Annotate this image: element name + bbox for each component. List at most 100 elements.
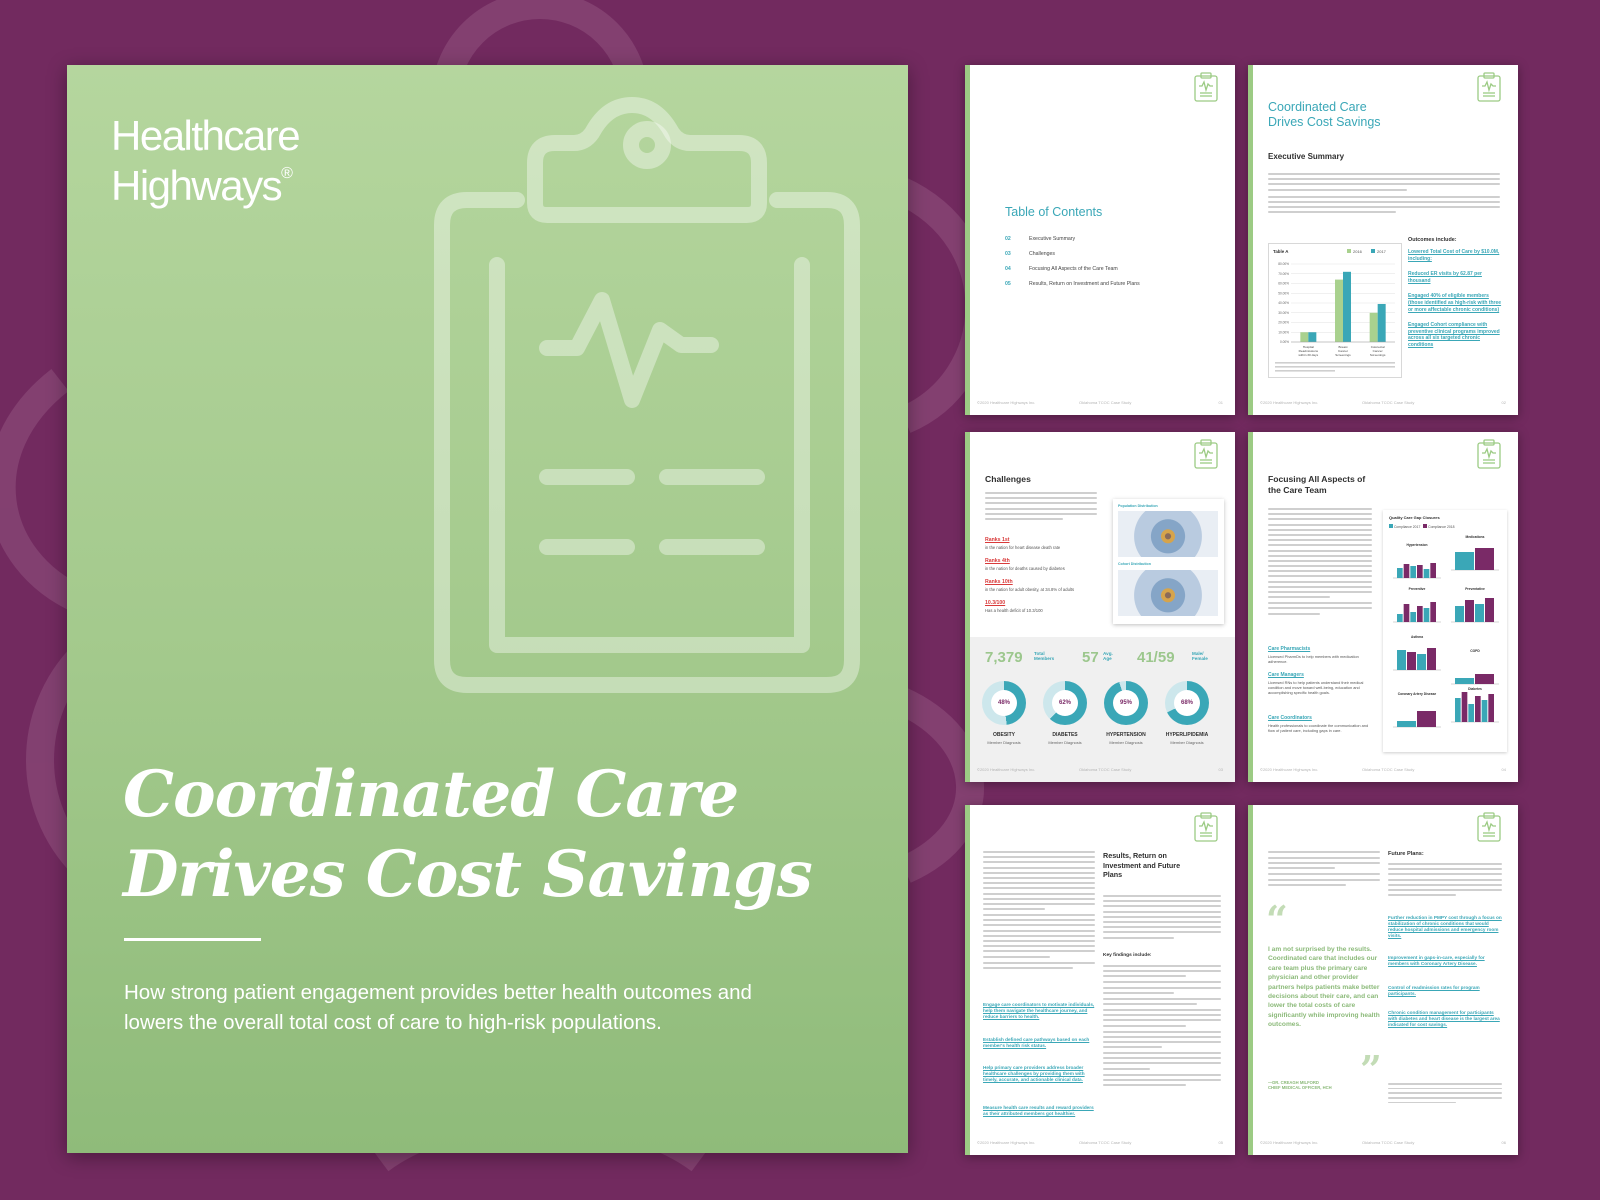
page-accent-bar — [965, 65, 970, 415]
distribution-maps: Population Distribution Cohort Distribut… — [1113, 499, 1224, 624]
body-text-lines — [1268, 173, 1500, 216]
stat-label: Male/Female — [1192, 651, 1208, 662]
x-tick-label: Cancer — [1338, 349, 1348, 353]
chart-note-line — [1275, 370, 1335, 372]
mini-chart-title: Preventative — [1465, 587, 1485, 591]
y-tick-label: 20.00% — [1278, 321, 1289, 325]
mini-bar — [1475, 548, 1494, 570]
outcome-item[interactable]: Engaged Cohort compliance with preventiv… — [1408, 322, 1500, 348]
gap-title: Quality Care Gap Closures — [1389, 515, 1440, 520]
toc-item[interactable]: 05 Results, Return on Investment and Futu… — [1005, 281, 1140, 287]
rank-item: 10.3/100 Has a health deficit of 10.3/100 — [985, 600, 1043, 613]
mini-bar — [1455, 678, 1474, 684]
cohort-heatmap — [1118, 570, 1218, 616]
y-tick-label: 80.00% — [1278, 262, 1289, 266]
y-tick-label: 30.00% — [1278, 311, 1289, 315]
legend-swatch — [1371, 249, 1375, 253]
page-footer: ©2020 Healthcare Highways Inc. Oklahoma T… — [1260, 767, 1506, 772]
future-plan-link[interactable]: Chronic condition management for partici… — [1388, 1010, 1500, 1027]
x-tick-label: Screenings — [1335, 353, 1351, 357]
page-title: Coordinated Care Drives Cost Savings — [1268, 100, 1381, 129]
future-plan-link[interactable]: Further reduction in PMPY cost through a… — [1388, 915, 1502, 938]
outcomes-list: Outcomes include: Lowered Total Cost of … — [1408, 237, 1503, 358]
outcomes-heading: Outcomes include: — [1408, 237, 1457, 243]
outcome-item[interactable]: Reduced ER visits by 62.87 per thousand — [1408, 271, 1482, 284]
mini-bar — [1465, 600, 1474, 622]
mini-bar — [1481, 700, 1488, 722]
future-plan-link[interactable]: Control of readmission rates for program… — [1388, 985, 1480, 996]
x-tick-label: Colorectal — [1371, 345, 1385, 349]
page-care-team: Focusing All Aspects of the Care Team Car… — [1248, 432, 1518, 782]
mini-chart-title: Coronary Artery Disease — [1398, 692, 1437, 696]
stat-value: 57 — [1082, 649, 1099, 666]
bar — [1300, 332, 1309, 342]
recommendation-link[interactable]: Engage care coordinators to motivate ind… — [983, 1002, 1095, 1019]
obesity-donut: 48% — [982, 681, 1026, 725]
mini-chart-title: Asthma — [1411, 635, 1423, 639]
outcome-item[interactable]: Engaged 40% of eligible members (those i… — [1408, 293, 1502, 313]
page-footer: ©2020 Healthcare Highways Inc. Oklahoma T… — [977, 400, 1223, 405]
y-tick-label: 50.00% — [1278, 291, 1289, 295]
mini-bar — [1423, 569, 1430, 578]
recommendation-link[interactable]: Help primary care providers address broa… — [983, 1065, 1085, 1082]
gap-legend: Compliance 2017 Compliance 2018 — [1389, 524, 1455, 529]
body-text-lines — [985, 492, 1097, 523]
clipboard-icon — [1193, 71, 1219, 103]
toc-item[interactable]: 04 Focusing All Aspects of the Care Team — [1005, 266, 1118, 272]
care-gap-closures-panel: Quality Care Gap Closures Compliance 201… — [1383, 510, 1507, 752]
mini-bar — [1410, 566, 1416, 578]
legend-swatch — [1347, 249, 1351, 253]
donut-label: OBESITY Member Diagnosis — [987, 732, 1021, 745]
diabetes-donut: 62% — [1043, 681, 1087, 725]
chart-note-line — [1275, 366, 1395, 368]
mini-bar — [1397, 614, 1403, 622]
mini-bar — [1410, 612, 1416, 622]
bar — [1369, 312, 1378, 342]
mini-bar — [1397, 568, 1403, 578]
future-plans-heading: Future Plans: — [1388, 851, 1424, 857]
section-heading: Executive Summary — [1268, 152, 1345, 161]
body-text-lines — [983, 851, 1095, 972]
bar — [1308, 332, 1317, 342]
future-plan-link[interactable]: Improvement in gaps-in-care, especially … — [1388, 955, 1485, 966]
mini-bar — [1417, 711, 1436, 727]
open-quote-icon: “ — [1266, 897, 1288, 942]
page-footer: ©2020 Healthcare Highways Inc. Oklahoma T… — [1260, 400, 1506, 405]
cover-title-line2: Drives Cost Savings — [123, 837, 813, 912]
section-heading: Results, Return on Investment and Future P… — [1103, 851, 1181, 879]
mini-bar — [1455, 552, 1474, 570]
x-tick-label: Screenings — [1370, 353, 1386, 357]
healthcare-highways-logo: Healthcare Highways® — [111, 115, 301, 207]
testimonial-quote: I am not surprised by the results. Coord… — [1268, 946, 1380, 1029]
map-label: Population Distribution — [1118, 504, 1158, 508]
y-tick-label: 40.00% — [1278, 301, 1289, 305]
toc-item[interactable]: 02 Executive Summary — [1005, 236, 1076, 242]
close-quote-icon: ” — [1360, 1047, 1382, 1092]
toc-item[interactable]: 03 Challenges — [1005, 251, 1055, 257]
role-item: Care Coordinators Health professionals to… — [1268, 715, 1369, 733]
bar-chart-svg: Table A 2016 2017 80.00% 70.00% 60.00% 50.00% 4… — [1273, 249, 1395, 372]
recommendation-link[interactable]: Measure health care results and reward p… — [983, 1105, 1094, 1116]
x-tick-label: Cancer — [1373, 349, 1383, 353]
body-text-lines — [1388, 863, 1502, 899]
page-accent-bar — [1248, 805, 1253, 1155]
y-tick-label: 0.00% — [1280, 340, 1289, 344]
chart-note-line — [1275, 362, 1395, 364]
donut-label: DIABETES Member Diagnosis — [1048, 732, 1082, 745]
legend-label: 2016 — [1353, 249, 1363, 254]
stat-label: Avg. Age — [1103, 651, 1113, 662]
hypertension-donut: 95% — [1104, 681, 1148, 725]
mini-bar — [1397, 650, 1406, 670]
population-heatmap — [1118, 511, 1218, 557]
outcome-item[interactable]: Lowered Total Cost of Care by $10.0M, in… — [1408, 249, 1500, 262]
donut-label: HYPERLIPIDEMIA Member Diagnosis — [1165, 732, 1209, 745]
mini-chart-title: Preventive — [1409, 587, 1426, 591]
x-tick-label: within 30 days — [1299, 353, 1319, 357]
cover-subtitle: How strong patient engagement provides b… — [124, 981, 752, 1034]
recommendation-link[interactable]: Establish defined care pathways based on… — [983, 1037, 1090, 1048]
mini-bar — [1468, 704, 1474, 722]
cover-page: Healthcare Highways® Coordinated Care Dr… — [67, 65, 908, 1153]
mini-chart-title: Medications — [1465, 535, 1484, 539]
toc-title: Table of Contents — [1005, 205, 1103, 219]
bar — [1343, 271, 1351, 342]
